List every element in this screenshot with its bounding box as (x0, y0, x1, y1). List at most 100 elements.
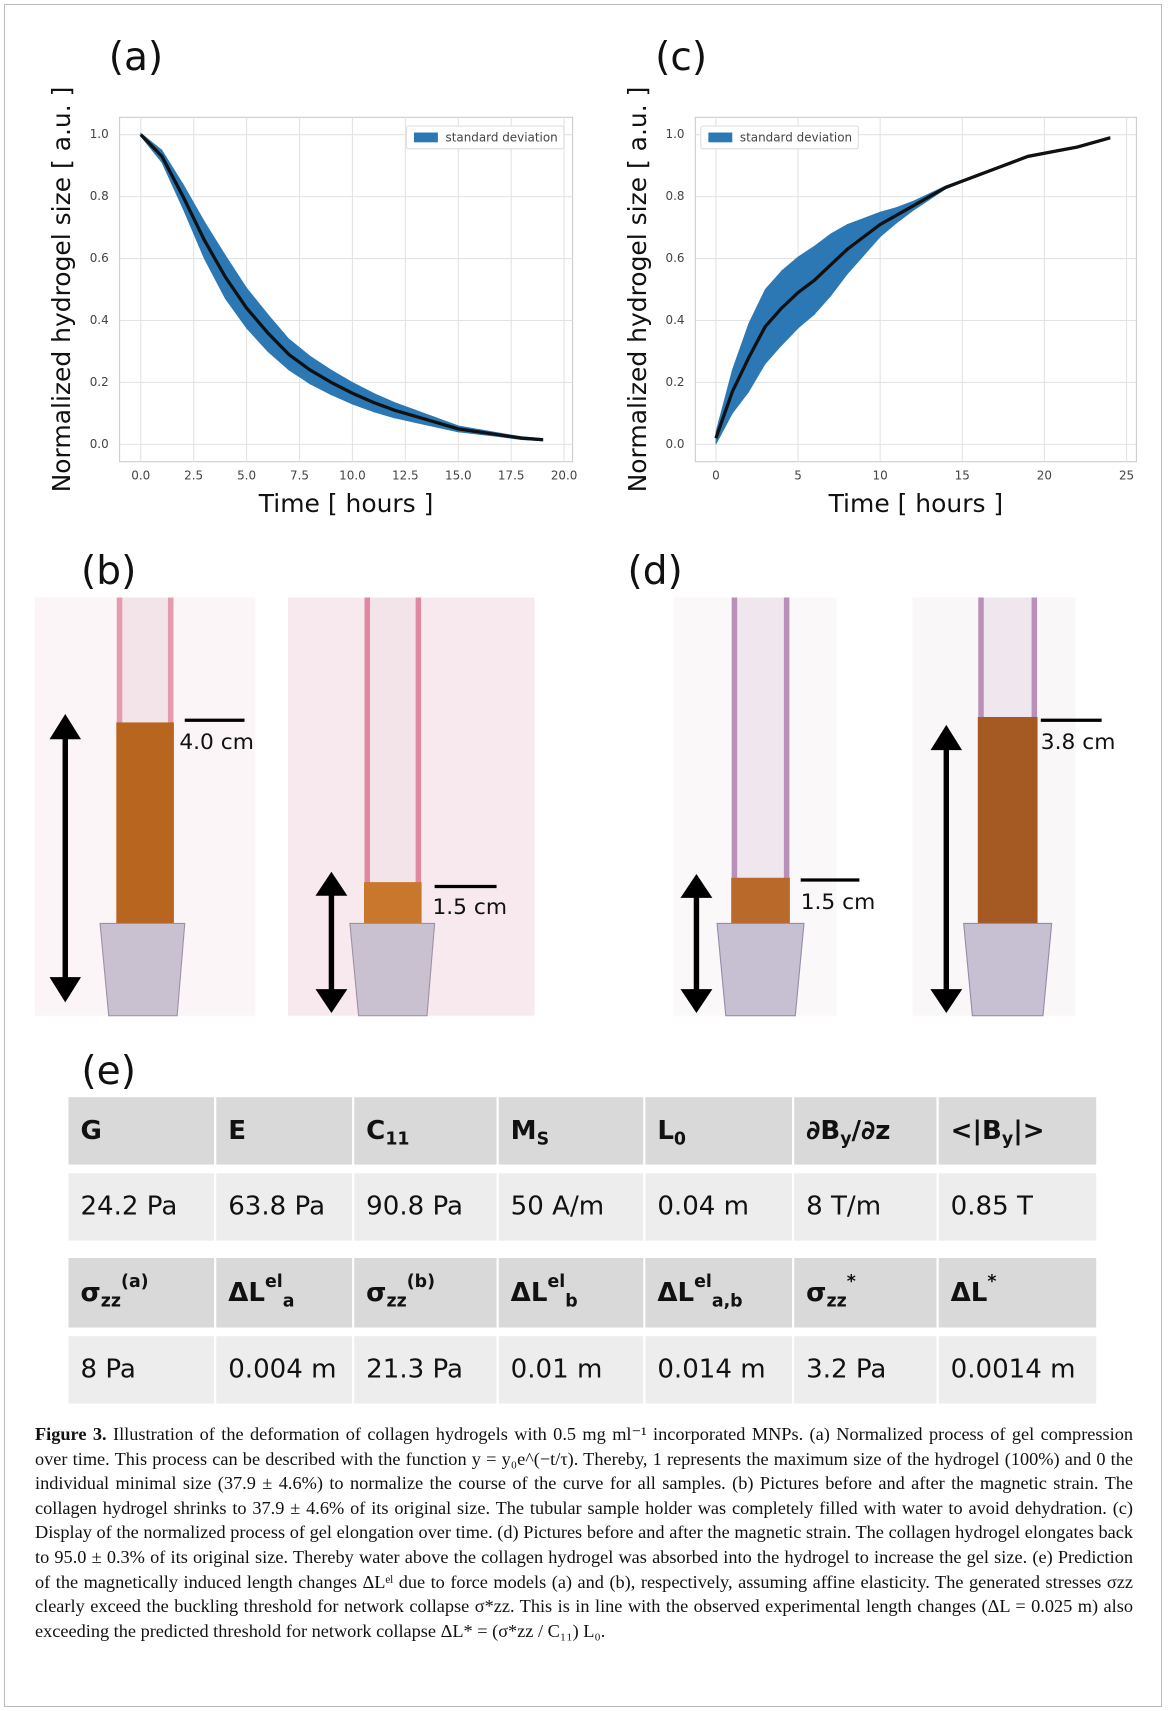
header-text-part: ΔL (511, 1277, 548, 1307)
header-text: <|By|> (951, 1115, 1045, 1149)
x-tick-label: 7.5 (290, 468, 309, 482)
caption-text: Illustration of the deformation of colla… (35, 1424, 1133, 1641)
header-text-part: 11 (385, 1130, 409, 1150)
header-text-part: el (265, 1272, 283, 1292)
caption-label: Figure 3. (35, 1424, 107, 1444)
header-text-part: S (537, 1130, 550, 1150)
y-tick-label: 0.8 (90, 189, 109, 203)
y-tick-label: 0.0 (90, 437, 109, 451)
y-tick-label: 0.2 (90, 375, 109, 389)
plot-area (695, 117, 1136, 461)
header-text-part: (a) (121, 1272, 149, 1292)
y-tick-label: 0.8 (665, 189, 684, 203)
y-tick-label: 0.2 (665, 375, 684, 389)
value-text: 21.3 Pa (366, 1354, 463, 1384)
x-axis-label: Time [ hours ] (828, 489, 1004, 518)
value-text: 50 A/m (511, 1191, 604, 1221)
plot-area (120, 117, 573, 461)
header-text: E (228, 1115, 246, 1145)
header-text-part: zz (101, 1291, 121, 1311)
header-text-part: G (80, 1115, 101, 1145)
panel-label: (d) (627, 549, 682, 594)
header-text-part: * (987, 1272, 996, 1292)
x-tick-label: 25 (1119, 468, 1134, 482)
value-text: 8 Pa (80, 1354, 135, 1384)
x-axis-label: Time [ hours ] (258, 489, 434, 518)
y-tick-label: 1.0 (90, 127, 109, 141)
header-text-part: el (694, 1272, 712, 1292)
length-annotation: 1.5 cm (432, 895, 507, 920)
y-tick-label: 0.4 (665, 313, 684, 327)
legend-swatch (708, 133, 732, 143)
x-tick-label: 20 (1037, 468, 1052, 482)
header-text-part: σ (806, 1277, 826, 1307)
header-text-part: y (840, 1130, 852, 1150)
x-tick-label: 15.0 (445, 468, 472, 482)
header-text-part: ∂B (806, 1115, 840, 1145)
value-text: 63.8 Pa (228, 1191, 325, 1221)
y-tick-label: 0.6 (665, 251, 684, 265)
y-tick-label: 1.0 (665, 127, 684, 141)
x-tick-label: 10 (873, 468, 888, 482)
panel-label: (e) (81, 1049, 136, 1094)
header-text-part: * (847, 1272, 856, 1292)
header-text-part: /∂z (852, 1115, 891, 1145)
header-text: G (80, 1115, 101, 1145)
header-text-part: 0 (674, 1130, 686, 1150)
value-text: 0.01 m (511, 1354, 603, 1384)
value-text: 0.04 m (657, 1191, 749, 1221)
y-axis-label: Normalized hydrogel size [ a.u. ] (47, 87, 76, 493)
value-text: 3.2 Pa (806, 1354, 886, 1384)
x-tick-label: 10.0 (339, 468, 366, 482)
header-text-part: ΔL (228, 1277, 265, 1307)
value-text: 90.8 Pa (366, 1191, 463, 1221)
header-text-part: y (1002, 1130, 1014, 1150)
x-tick-label: 5.0 (237, 468, 256, 482)
x-tick-label: 12.5 (392, 468, 419, 482)
header-text-part: (b) (407, 1272, 435, 1292)
panel-label: (a) (109, 35, 163, 80)
x-tick-label: 2.5 (184, 468, 203, 482)
length-annotation: 4.0 cm (179, 730, 254, 755)
header-text-part: |> (1013, 1115, 1044, 1145)
caption: Figure 3. Illustration of the deformatio… (35, 1422, 1133, 1643)
figure-page: (b) (d) (e) (0, 0, 1168, 1711)
header-text-part: ΔL (951, 1277, 988, 1307)
length-annotation: 1.5 cm (801, 890, 876, 915)
y-tick-label: 0.0 (665, 437, 684, 451)
x-tick-label: 20.0 (551, 468, 578, 482)
photo (35, 597, 1076, 1015)
legend-label: standard deviation (445, 130, 557, 144)
header-text-part: zz (386, 1291, 406, 1311)
header-text-part: <|B (951, 1115, 1002, 1145)
panel-label: (b) (81, 549, 136, 594)
header-text-part: σ (366, 1277, 386, 1307)
header-text-part: el (547, 1272, 565, 1292)
panel-label: (c) (655, 35, 707, 80)
value-text: 0.004 m (228, 1354, 336, 1384)
legend-label: standard deviation (740, 130, 852, 144)
header-text-part: zz (826, 1291, 846, 1311)
header-text-part: C (366, 1115, 385, 1145)
header-text-part: E (228, 1115, 246, 1145)
length-annotation: 3.8 cm (1041, 730, 1116, 755)
header-text-part: b (565, 1291, 577, 1311)
value-text: 0.014 m (657, 1354, 765, 1384)
y-tick-label: 0.4 (90, 313, 109, 327)
x-tick-label: 5 (794, 468, 802, 482)
x-tick-label: 0.0 (131, 468, 150, 482)
value-text: 0.0014 m (951, 1354, 1076, 1384)
x-tick-label: 15 (955, 468, 970, 482)
header-text-part: a (283, 1291, 295, 1311)
legend-swatch (414, 133, 438, 143)
header-text-part: M (511, 1115, 537, 1145)
header-text-part: σ (80, 1277, 100, 1307)
value-text: 24.2 Pa (80, 1191, 177, 1221)
header-text-part: a,b (712, 1291, 743, 1311)
header-text-part: L (657, 1115, 674, 1145)
y-axis-label: Normalized hydrogel size [ a.u. ] (623, 87, 652, 493)
x-tick-label: 17.5 (498, 468, 525, 482)
value-text: 8 T/m (806, 1191, 881, 1221)
x-tick-label: 0 (712, 468, 720, 482)
header-text-part: ΔL (657, 1277, 694, 1307)
